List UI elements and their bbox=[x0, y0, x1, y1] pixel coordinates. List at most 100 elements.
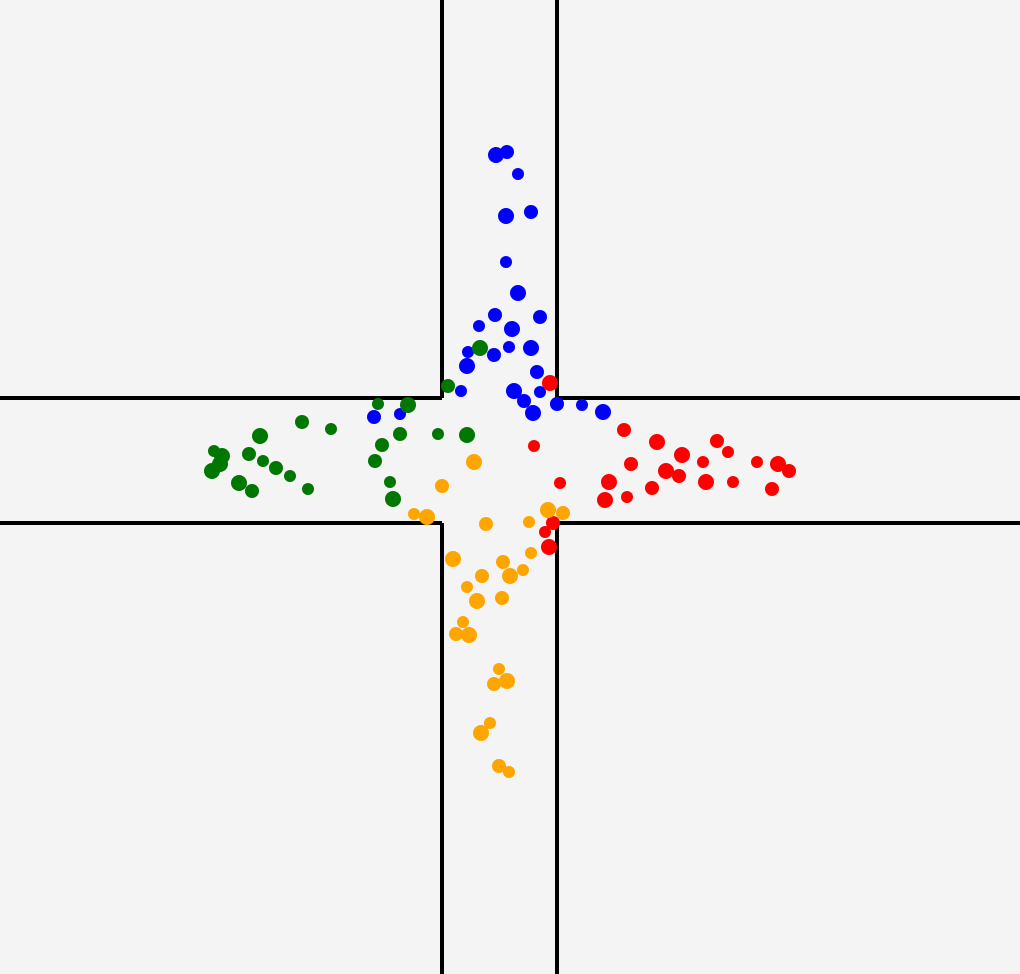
agent-dot-red bbox=[539, 526, 551, 538]
agent-dot-blue bbox=[533, 310, 547, 324]
agent-dot-orange bbox=[419, 509, 435, 525]
agent-dot-blue bbox=[510, 285, 526, 301]
agent-dot-orange bbox=[496, 555, 510, 569]
agent-dot-blue bbox=[504, 321, 520, 337]
agent-dot-green bbox=[231, 475, 247, 491]
agent-dot-red bbox=[617, 423, 631, 437]
agent-dot-red bbox=[751, 456, 763, 468]
agent-dot-green bbox=[441, 379, 455, 393]
agent-dot-green bbox=[204, 463, 220, 479]
agent-dot-blue bbox=[506, 383, 522, 399]
agent-dot-green bbox=[375, 438, 389, 452]
agent-dot-orange bbox=[503, 766, 515, 778]
agent-dot-orange bbox=[461, 581, 473, 593]
agent-dot-red bbox=[649, 434, 665, 450]
agent-dot-orange bbox=[466, 454, 482, 470]
agent-dot-orange bbox=[499, 673, 515, 689]
agent-dot-red bbox=[624, 457, 638, 471]
agent-dot-blue bbox=[462, 346, 474, 358]
agent-dot-blue bbox=[473, 320, 485, 332]
agent-dot-green bbox=[400, 397, 416, 413]
agent-dot-blue bbox=[500, 145, 514, 159]
agent-dot-red bbox=[674, 447, 690, 463]
agent-dot-red bbox=[601, 474, 617, 490]
agent-dot-red bbox=[672, 469, 686, 483]
agent-dot-orange bbox=[523, 516, 535, 528]
agent-dot-orange bbox=[461, 627, 477, 643]
agent-dot-orange bbox=[487, 677, 501, 691]
agent-dot-blue bbox=[512, 168, 524, 180]
agent-dot-orange bbox=[473, 725, 489, 741]
agent-dot-green bbox=[252, 428, 268, 444]
agent-dot-red bbox=[542, 375, 558, 391]
agent-dot-green bbox=[325, 423, 337, 435]
agent-dot-blue bbox=[550, 397, 564, 411]
agent-dot-red bbox=[770, 456, 786, 472]
agent-dot-orange bbox=[556, 506, 570, 520]
agent-dot-green bbox=[432, 428, 444, 440]
agent-dot-blue bbox=[534, 386, 546, 398]
agent-dot-blue bbox=[576, 399, 588, 411]
agent-dot-orange bbox=[502, 568, 518, 584]
agent-dot-blue bbox=[488, 308, 502, 322]
agent-dot-green bbox=[302, 483, 314, 495]
agent-dot-blue bbox=[487, 348, 501, 362]
agent-dot-blue bbox=[595, 404, 611, 420]
agent-dot-red bbox=[546, 516, 560, 530]
agent-dot-orange bbox=[517, 564, 529, 576]
agent-layer bbox=[204, 145, 796, 778]
agent-dot-orange bbox=[408, 508, 420, 520]
agent-dot-red bbox=[698, 474, 714, 490]
agent-dot-blue bbox=[517, 394, 531, 408]
agent-dot-red bbox=[765, 482, 779, 496]
agent-dot-blue bbox=[503, 341, 515, 353]
agent-dot-red bbox=[722, 446, 734, 458]
agent-dot-orange bbox=[540, 502, 556, 518]
agent-dot-green bbox=[368, 454, 382, 468]
agent-dot-orange bbox=[479, 517, 493, 531]
agent-dot-green bbox=[393, 427, 407, 441]
agent-dot-green bbox=[372, 398, 384, 410]
agent-dot-blue bbox=[525, 405, 541, 421]
agent-dot-blue bbox=[524, 205, 538, 219]
agent-dot-blue bbox=[498, 208, 514, 224]
agent-dot-orange bbox=[525, 547, 537, 559]
agent-dot-red bbox=[528, 440, 540, 452]
agent-dot-blue bbox=[455, 385, 467, 397]
agent-dot-red bbox=[658, 463, 674, 479]
agent-dot-red bbox=[710, 434, 724, 448]
agent-dot-orange bbox=[484, 717, 496, 729]
agent-dot-green bbox=[385, 491, 401, 507]
agent-dot-blue bbox=[488, 147, 504, 163]
agent-dot-red bbox=[597, 492, 613, 508]
agent-dot-green bbox=[284, 470, 296, 482]
agent-dot-orange bbox=[445, 551, 461, 567]
agent-dot-orange bbox=[475, 569, 489, 583]
agent-dot-red bbox=[621, 491, 633, 503]
agent-dot-blue bbox=[367, 410, 381, 424]
agent-dot-blue bbox=[523, 340, 539, 356]
agent-dot-red bbox=[645, 481, 659, 495]
agent-dot-green bbox=[257, 455, 269, 467]
agent-dot-green bbox=[384, 476, 396, 488]
agent-dot-blue bbox=[530, 365, 544, 379]
agent-dot-orange bbox=[493, 663, 505, 675]
agent-dot-orange bbox=[435, 479, 449, 493]
agent-dot-green bbox=[242, 447, 256, 461]
agent-dot-orange bbox=[449, 627, 463, 641]
agent-dot-orange bbox=[492, 759, 506, 773]
agent-dot-green bbox=[245, 484, 259, 498]
agent-dot-green bbox=[269, 461, 283, 475]
agent-dot-green bbox=[472, 340, 488, 356]
agent-dot-orange bbox=[495, 591, 509, 605]
agent-dot-red bbox=[697, 456, 709, 468]
agent-dot-orange bbox=[469, 593, 485, 609]
agent-dot-red bbox=[541, 539, 557, 555]
agent-dot-green bbox=[295, 415, 309, 429]
agent-dot-blue bbox=[459, 358, 475, 374]
agent-dot-orange bbox=[457, 616, 469, 628]
agent-dot-green bbox=[459, 427, 475, 443]
